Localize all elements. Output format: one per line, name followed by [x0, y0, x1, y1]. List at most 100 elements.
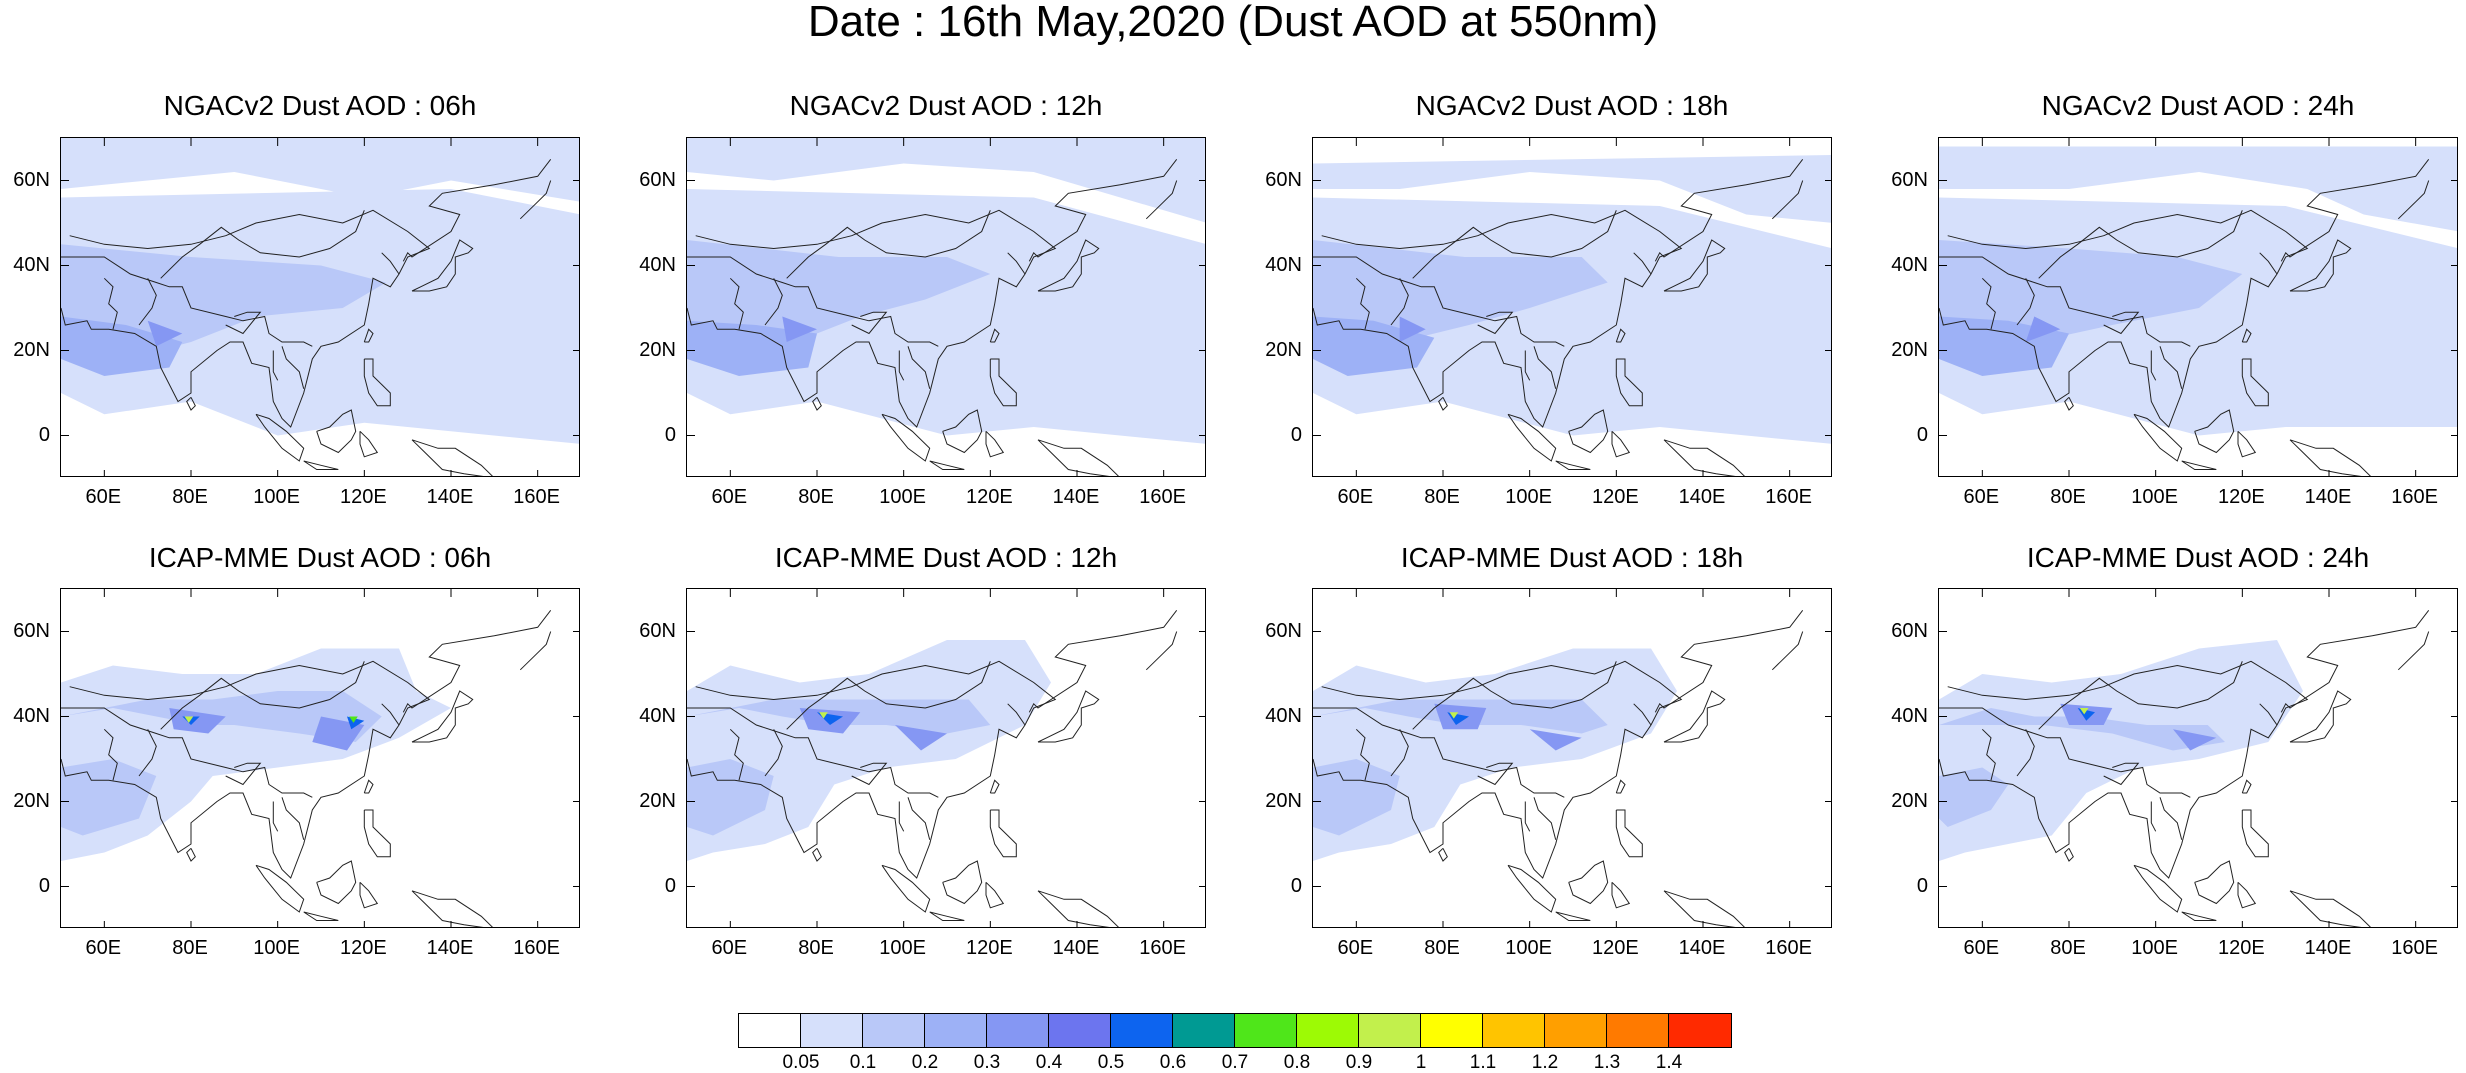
coastline	[1555, 911, 1591, 921]
coastline	[687, 209, 1057, 428]
lon-tick-label: 120E	[2217, 937, 2265, 959]
lat-tick-label: 60N	[1265, 168, 1302, 191]
coastline	[2237, 881, 2257, 909]
lat-tick-label: 40N	[1891, 253, 1928, 276]
coastline	[303, 911, 339, 921]
coastline	[2289, 239, 2352, 292]
coastline	[411, 239, 474, 292]
coastline	[402, 609, 552, 713]
coastline	[316, 860, 357, 905]
lon-tick-label: 80E	[798, 486, 834, 508]
coastline	[1412, 661, 1617, 730]
coastline	[1533, 346, 1557, 389]
coastline	[2016, 278, 2035, 326]
coastline	[2064, 847, 2074, 862]
colorbar-tick-label: 0.05	[782, 1052, 820, 1073]
colorbar-tick-label: 0.9	[1345, 1052, 1373, 1073]
colorbar-swatch	[1545, 1014, 1607, 1047]
coastline	[2150, 801, 2157, 832]
colorbar-swatch	[1111, 1014, 1173, 1047]
coastline	[2103, 311, 2140, 335]
aod-contour-fill	[687, 320, 817, 376]
lon-tick-label: 100E	[879, 937, 927, 959]
lat-tick-label: 0	[1916, 423, 1928, 446]
coastline	[2280, 609, 2430, 713]
colorbar-swatch	[1049, 1014, 1111, 1047]
lon-tick-label: 100E	[253, 937, 301, 959]
coastline	[687, 256, 939, 347]
lon-tick-label: 140E	[426, 486, 474, 508]
colorbar-tick-label: 0.7	[1221, 1052, 1249, 1073]
coastline	[2181, 460, 2217, 470]
lat-tick-label: 20N	[1265, 789, 1302, 812]
map-canvas	[61, 138, 579, 476]
coastline	[1663, 239, 1726, 292]
lon-tick-label: 60E	[1337, 937, 1374, 959]
colorbar-tick-label: 0.8	[1283, 1052, 1311, 1073]
colorbar-swatch	[739, 1014, 801, 1047]
coastline	[1390, 729, 1409, 777]
coastline	[2397, 631, 2430, 671]
lon-tick-label: 160E	[2391, 937, 2439, 959]
coastline	[929, 460, 965, 470]
coastline	[907, 346, 931, 389]
coastline	[929, 911, 965, 921]
coastline	[1412, 210, 1617, 279]
coastline	[764, 278, 783, 326]
coastline	[898, 801, 905, 832]
coastline	[1533, 797, 1557, 840]
coastline	[255, 413, 305, 462]
coastline	[1654, 609, 1804, 713]
coastline	[363, 779, 374, 794]
aod-contour-fill	[169, 708, 226, 734]
coastline	[225, 311, 262, 335]
coastline	[2150, 350, 2157, 381]
dust-aod-map	[1312, 137, 1832, 477]
lon-tick-label: 80E	[1424, 486, 1460, 508]
lat-tick-label: 0	[664, 874, 676, 897]
lon-tick-label: 140E	[1052, 486, 1100, 508]
coastline	[2159, 346, 2183, 389]
coastline	[272, 350, 279, 381]
coastline	[272, 801, 279, 832]
aod-contour-fill	[2173, 729, 2217, 751]
coastline	[519, 631, 552, 671]
dust-aod-map	[686, 137, 1206, 477]
colorbar-tick-label: 1.1	[1469, 1052, 1497, 1073]
aod-contour-fill	[61, 759, 157, 836]
coastline	[281, 797, 305, 840]
lon-tick-label: 80E	[172, 486, 208, 508]
coastline	[687, 660, 1057, 879]
coastline	[1355, 728, 1370, 781]
coastline	[1939, 660, 2309, 879]
dust-aod-map	[686, 588, 1206, 928]
coastline	[687, 707, 939, 798]
lon-tick-label: 60E	[711, 937, 748, 959]
lon-tick-label: 100E	[1505, 486, 1553, 508]
coastline	[1390, 278, 1409, 326]
coastline	[519, 180, 552, 220]
lat-tick-label: 60N	[1891, 168, 1928, 191]
coastline	[1615, 358, 1643, 407]
coastline	[1568, 860, 1609, 905]
colorbar-tick-label: 0.6	[1159, 1052, 1187, 1073]
coastline	[1568, 409, 1609, 454]
coastline	[1615, 779, 1626, 794]
coastline	[898, 350, 905, 381]
colorbar-swatch	[1483, 1014, 1545, 1047]
coastline	[61, 256, 313, 347]
coastline	[363, 809, 391, 858]
coastline	[1663, 439, 1745, 476]
coastline	[989, 779, 1000, 794]
coastline	[103, 277, 118, 330]
colorbar-swatch	[801, 1014, 863, 1047]
coastline	[2241, 809, 2269, 858]
coastline	[255, 864, 305, 913]
colorbar-swatch	[1297, 1014, 1359, 1047]
aod-contour-fill	[895, 725, 947, 751]
aod-contour-fill	[782, 316, 817, 342]
lon-tick-label: 60E	[1337, 486, 1374, 508]
coastline	[1007, 252, 1026, 275]
coastline	[1939, 256, 2191, 347]
aod-contour-fill	[1939, 640, 2303, 861]
